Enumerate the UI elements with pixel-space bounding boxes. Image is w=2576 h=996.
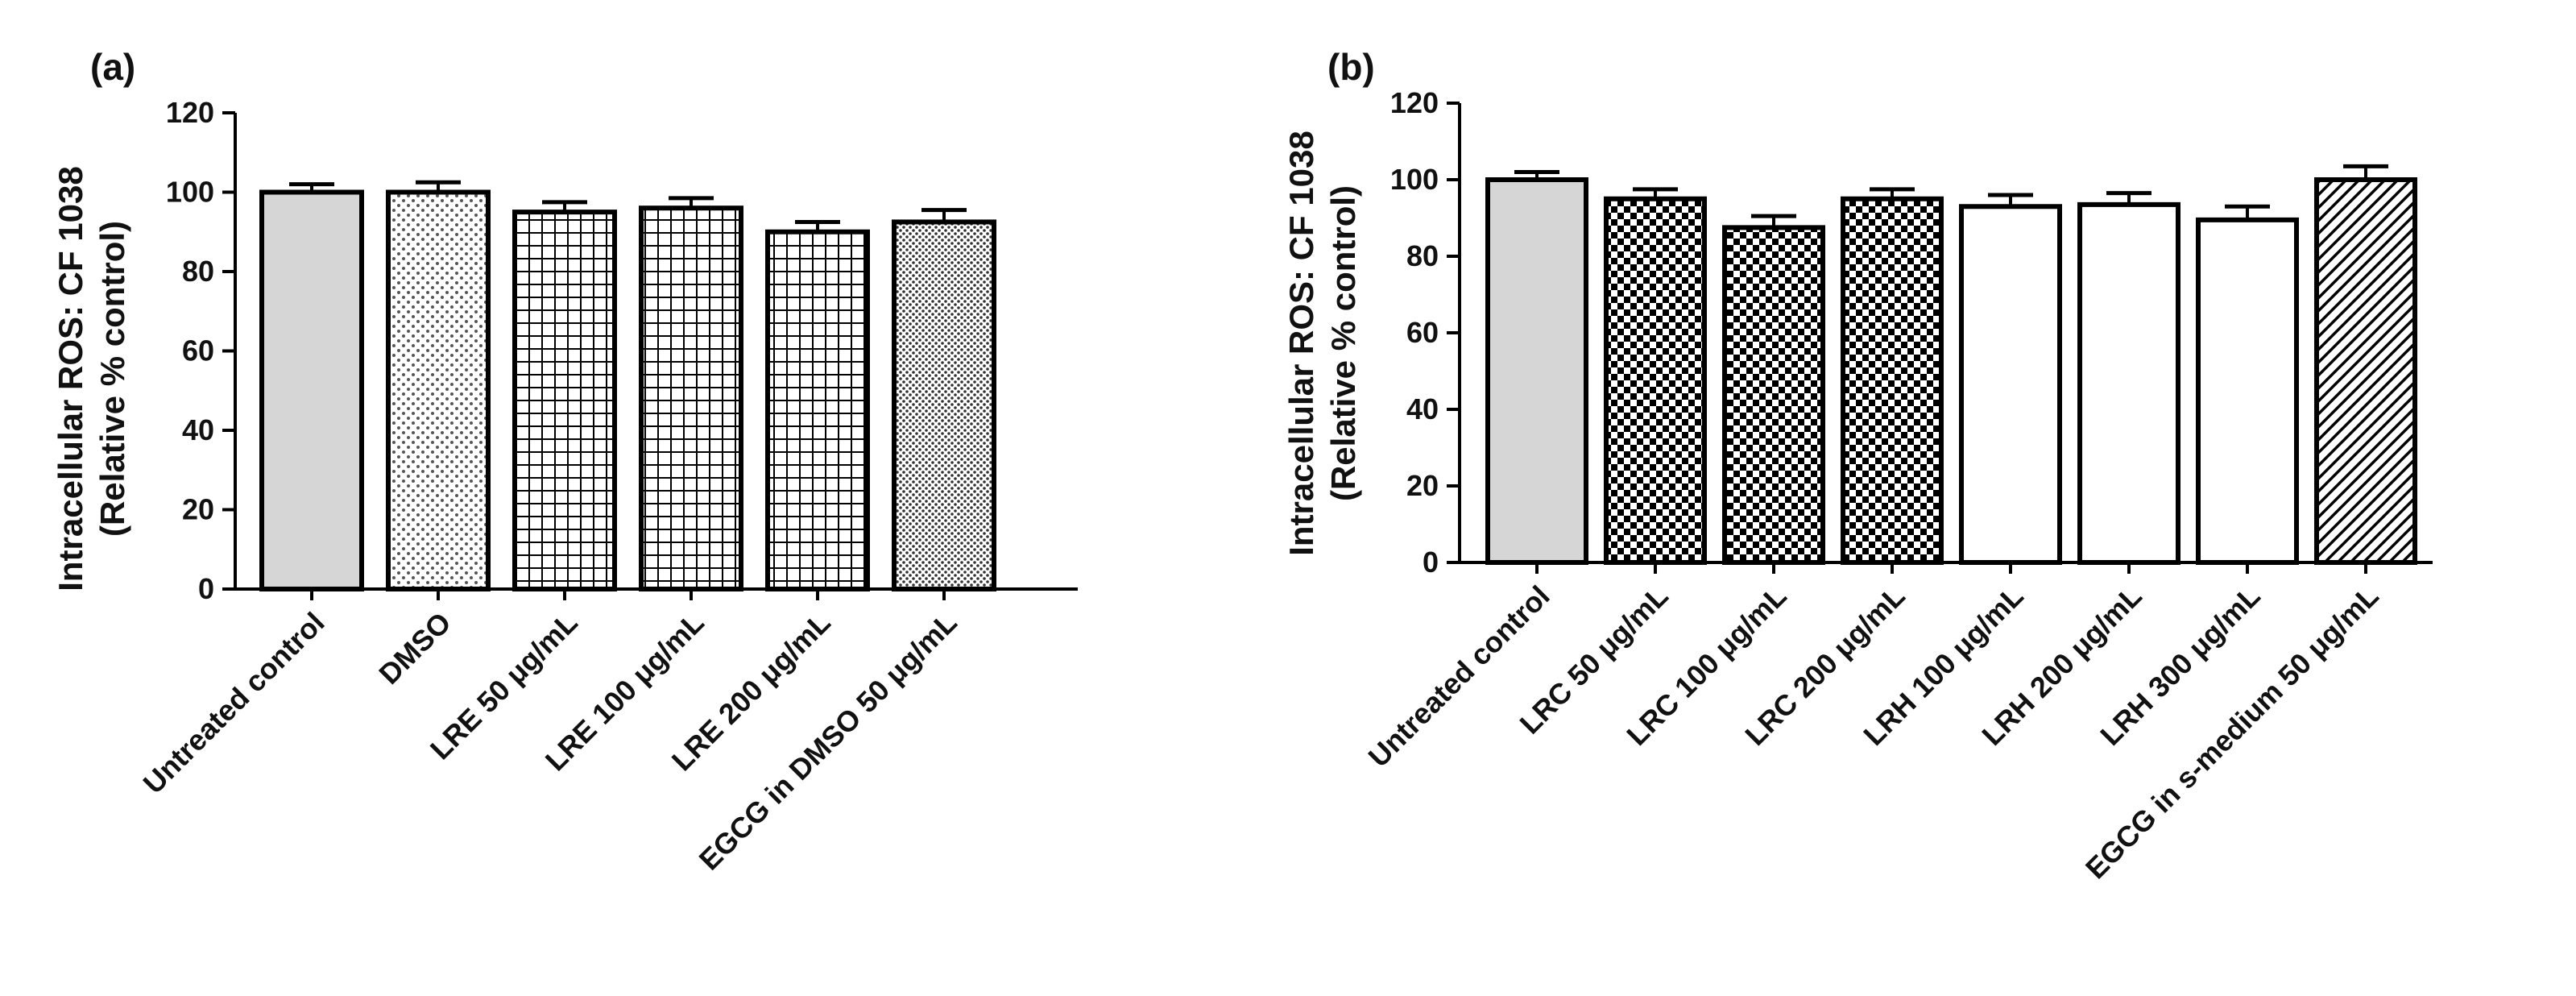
panel-a-y-tick-label: 60 — [182, 334, 214, 367]
panel-b-y-tick-label: 20 — [1406, 469, 1439, 502]
panel-b-category-label: Untreated control — [1362, 579, 1556, 774]
panel-a-bar — [639, 205, 743, 591]
panel-b-y-tick-label: 60 — [1406, 316, 1439, 349]
panel-b-y-tick-label: 80 — [1406, 239, 1439, 272]
panel-b-bar — [1485, 177, 1588, 565]
panel-b-ylabel-line2: (Relative % control) — [1324, 185, 1362, 501]
panel-a-ylabel-line2: (Relative % control) — [93, 221, 131, 537]
panel-b-bar — [1722, 225, 1825, 565]
panel-a-bars — [259, 180, 996, 600]
panel-b-bar — [1604, 196, 1707, 565]
panel-a-y-axis: 0 20 40 60 80 100 120 — [166, 96, 1078, 605]
panel-b-bar — [1959, 204, 2062, 565]
panel-b-bar — [1841, 196, 1944, 565]
panel-b-label: (b) — [1327, 46, 1375, 88]
panel-b-chart: (b) Intracellular ROS: CF 1038 (Relative… — [1282, 46, 2433, 885]
panel-a-bar — [512, 210, 617, 591]
panel-b-bar — [2196, 217, 2299, 565]
panel-b-bars — [1485, 164, 2417, 574]
panel-a-chart: (a) Intracellular ROS: CF 1038 (Relative… — [52, 46, 1078, 877]
panel-a-bar — [259, 189, 364, 591]
panel-a-y-tick-label: 0 — [198, 572, 214, 605]
panel-a-category-label: Untreated control — [137, 606, 331, 800]
panel-a-y-tick-label: 120 — [166, 96, 214, 129]
panel-a-bar — [386, 189, 491, 591]
panel-a-bar — [892, 219, 996, 591]
panel-b-y-tick-label: 0 — [1423, 546, 1439, 579]
panel-a-y-tick-label: 80 — [182, 255, 214, 288]
panel-a-y-tick-label: 100 — [166, 176, 214, 209]
panel-a-y-tick-label: 20 — [182, 493, 214, 526]
panel-a-bar — [765, 229, 870, 591]
panel-a-category-label: DMSO — [372, 606, 457, 691]
panel-a-label: (a) — [90, 46, 135, 88]
panel-b-bar — [2314, 177, 2417, 565]
panel-b-y-tick-label: 100 — [1390, 163, 1439, 196]
panel-b-ylabel-line1: Intracellular ROS: CF 1038 — [1282, 131, 1320, 556]
panel-b-y-tick-label: 120 — [1390, 86, 1439, 119]
panel-a-category-label: EGCG in DMSO 50 μg/mL — [693, 606, 963, 877]
panel-b-bar — [2077, 201, 2180, 565]
panel-a-y-tick-label: 40 — [182, 413, 214, 446]
panel-b-y-tick-label: 40 — [1406, 392, 1439, 425]
panel-a-ylabel-line1: Intracellular ROS: CF 1038 — [52, 166, 89, 591]
